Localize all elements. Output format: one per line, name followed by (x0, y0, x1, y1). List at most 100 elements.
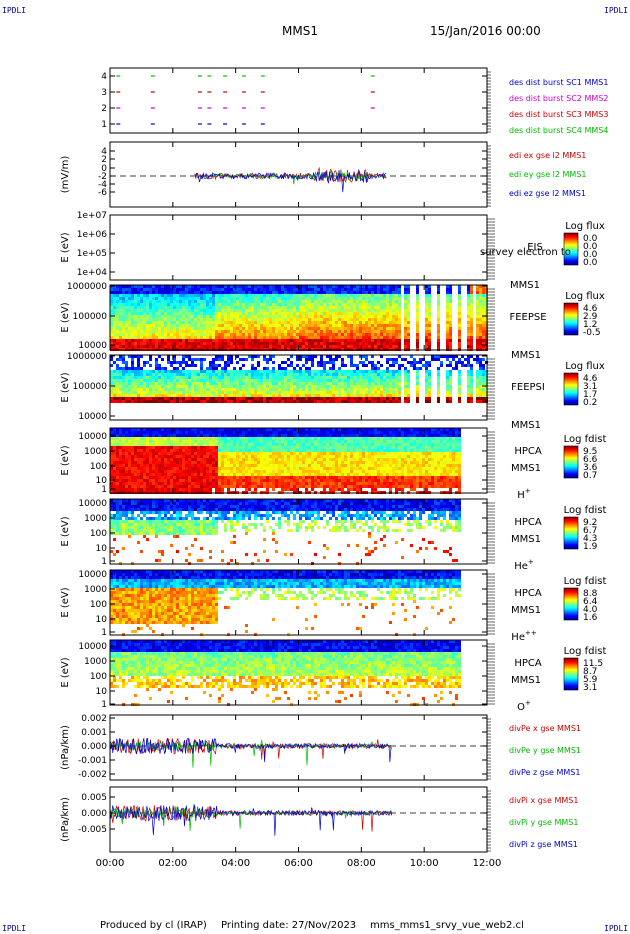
colorbar-tick-label: 0.0 (583, 258, 598, 268)
colorbar-tick-label: 0.2 (583, 398, 597, 408)
colorbar-tick-label: 9.2 (583, 518, 597, 528)
instrument-label: HPCA (514, 588, 542, 599)
y-tick-label: 10 (96, 476, 108, 486)
species-label: He++ (511, 629, 537, 643)
y-tick-label: 1 (101, 557, 107, 567)
x-tick-label: 12:00 (473, 858, 502, 869)
y-tick-label: 1 (101, 628, 107, 638)
y-tick-label: -0.001 (78, 756, 107, 766)
y-tick-label: 10000 (78, 570, 107, 580)
x-tick-label: 10:00 (410, 858, 439, 869)
y-tick-label: 1000000 (67, 282, 107, 292)
y-tick-label: 10000 (78, 412, 107, 422)
colorbar-tick-label: 4.0 (583, 605, 598, 615)
y-axis-label: (nPa/km) (60, 797, 71, 842)
y-axis-label: E (eV) (60, 232, 71, 262)
y-tick-label: 1 (101, 700, 107, 710)
colorbar-tick-label: 3.6 (583, 463, 598, 473)
colorbar (563, 587, 579, 621)
y-tick-label: 2 (101, 104, 107, 114)
y-axis-label: E (eV) (60, 657, 71, 687)
colorbar-tick-label: 1.9 (583, 542, 598, 552)
spacecraft-label: MMS1 (510, 280, 540, 291)
instrument-label: EIS (527, 242, 543, 253)
species-label: H+ (517, 487, 531, 501)
spacecraft-label: MMS1 (511, 605, 541, 616)
colorbar (563, 302, 579, 336)
colorbar-tick-label: 6.7 (583, 526, 597, 536)
instrument-label: HPCA (514, 658, 542, 669)
y-tick-label: 100 (90, 600, 107, 610)
y-tick-label: 10000 (78, 432, 107, 442)
legend-entry: divPe x gse MMS1 (509, 724, 581, 733)
legend-entry: divPi y gse MMS1 (509, 818, 578, 827)
colorbar-tick-label: 8.8 (583, 589, 598, 599)
panel-feepse: E (eV) (60, 284, 579, 351)
species-label: O+ (517, 699, 531, 713)
legend-entry: des dist burst SC2 MMS2 (509, 94, 608, 103)
panel-frame (109, 67, 488, 134)
y-tick-label: -0.005 (78, 825, 107, 835)
colorbar-tick-label: 4.6 (583, 304, 598, 314)
footer-filename: mms_mms1_srvy_vue_web2.cl (370, 920, 524, 931)
colorbar-tick-label: 1.7 (583, 390, 597, 400)
colorbar (563, 516, 579, 550)
y-tick-label: 10000 (78, 341, 107, 351)
colorbar-tick-label: 9.5 (583, 447, 597, 457)
y-tick-label: 10 (96, 687, 108, 697)
y-tick-label: -6 (98, 188, 107, 198)
panel-divpe: (nPa/km) (60, 714, 491, 781)
panel-hpca_he: E (eV) (60, 498, 579, 565)
spacecraft-label: MMS1 (511, 675, 541, 686)
corner-label-bottom-left: IPDLI (2, 924, 27, 933)
colorbar (563, 232, 579, 266)
y-axis-label: E (eV) (60, 587, 71, 617)
legend-entry: divPe y gse MMS1 (509, 746, 581, 755)
y-tick-label: 0.001 (81, 728, 107, 738)
footer-printing-date: Printing date: 27/Nov/2023 (221, 920, 357, 931)
y-tick-label: -2 (98, 172, 107, 182)
colorbar-tick-label: 0.7 (583, 471, 597, 481)
y-axis-label: E (eV) (60, 372, 71, 402)
series-line (194, 168, 387, 193)
y-tick-label: 10 (96, 544, 108, 554)
spacecraft-label: MMS1 (511, 420, 541, 431)
y-tick-label: 2 (101, 155, 107, 165)
y-axis-label: E (eV) (60, 302, 71, 332)
page-title: MMS1 (282, 24, 318, 38)
corner-label-top-left: IPDLI (2, 6, 27, 15)
y-tick-label: 100 (90, 462, 107, 472)
series-line (109, 737, 393, 763)
colorbar (563, 445, 579, 479)
y-tick-label: 4 (101, 72, 107, 82)
colorbar-title: Log fdist (564, 434, 607, 445)
panel-edi: (mV/m) (60, 141, 491, 208)
y-tick-label: 100 (90, 529, 107, 539)
panel-feepsi: E (eV) (60, 354, 579, 421)
y-tick-label: 0.005 (81, 793, 107, 803)
panel-burst (109, 67, 491, 134)
colorbar-tick-label: 0.0 (583, 242, 598, 252)
y-tick-label: 1 (101, 120, 107, 130)
colorbar-tick-label: 5.9 (583, 675, 598, 685)
colorbar-tick-label: 0.0 (583, 250, 598, 260)
instrument-label: HPCA (514, 446, 542, 457)
panel-frame (109, 141, 488, 208)
legend-entry: des dist burst SC3 MMS3 (509, 110, 608, 119)
y-axis-label: E (eV) (60, 516, 71, 546)
y-tick-label: 1000 (84, 514, 107, 524)
legend-entry: des dist burst SC1 MMS1 (509, 78, 608, 87)
y-tick-label: 100000 (73, 382, 108, 392)
colorbar-tick-label: 8.7 (583, 667, 597, 677)
date-label: 15/Jan/2016 00:00 (430, 24, 541, 38)
x-tick-label: 04:00 (221, 858, 250, 869)
colorbar-tick-label: 3.1 (583, 683, 597, 693)
colorbar-tick-label: 1.6 (583, 613, 598, 623)
footer-produced-by: Produced by cl (IRAP) (100, 920, 207, 931)
colorbar-tick-label: 2.9 (583, 312, 598, 322)
y-tick-label: 1 (101, 485, 107, 495)
colorbar-title: Log fdist (564, 505, 607, 516)
legend-entry: edi ex gse l2 MMS1 (509, 151, 586, 160)
colorbar-tick-label: 0.0 (583, 234, 598, 244)
